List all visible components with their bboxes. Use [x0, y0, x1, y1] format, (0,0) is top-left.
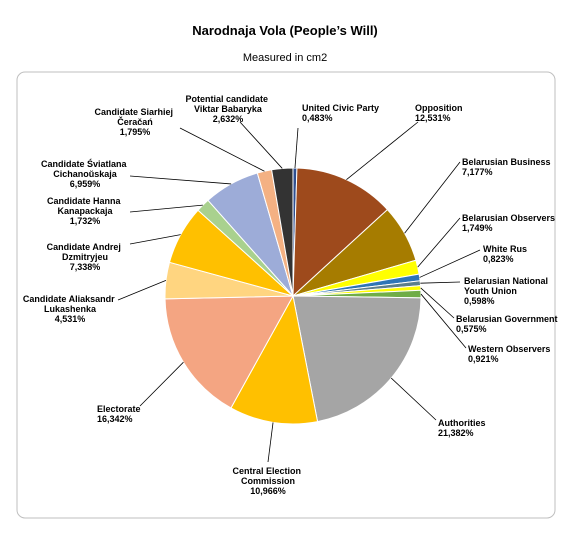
value-label: 16,342% — [97, 414, 133, 424]
pie-slice — [271, 167, 294, 297]
leader-line — [129, 234, 181, 245]
chart-title: Narodnaja Vola (People’s Will) — [192, 23, 378, 38]
slice-label: Belarusian Business — [462, 157, 551, 167]
leader-line — [420, 281, 461, 284]
leader-line — [239, 121, 283, 169]
value-label: 1,732% — [70, 216, 101, 226]
leader-line — [179, 127, 265, 172]
value-label: 0,598% — [464, 296, 495, 306]
value-label: 7,338% — [70, 262, 101, 272]
plot-frame — [16, 71, 556, 519]
value-label: 1,749% — [462, 223, 493, 233]
leader-line — [417, 217, 461, 268]
slice-label: Potential candidate Viktar Babaryka — [185, 94, 270, 114]
pie-slice — [230, 294, 319, 425]
pie-slice — [164, 295, 294, 409]
slice-label: United Civic Party — [302, 103, 379, 113]
pie-slice — [292, 167, 389, 298]
slice-label: Candidate Śviatlana Cichanoŭskaja — [41, 158, 129, 179]
value-label: 0,921% — [468, 354, 499, 364]
slice-label: Candidate Andrej Dzmitryjeu — [47, 242, 124, 262]
leader-line — [294, 127, 299, 169]
value-label: 12,531% — [415, 113, 451, 123]
slice-label: Opposition — [415, 103, 463, 113]
leader-line — [267, 422, 274, 463]
slice-label: Candidate Siarhiej Čeračań — [94, 107, 175, 127]
slice-label: Central Election Commission — [232, 466, 303, 486]
leader-line — [420, 293, 467, 349]
pie-slice — [292, 295, 422, 423]
slice-label: Belarusian Government — [456, 314, 558, 324]
slice-label: Candidate Aliaksandr Lukashenka — [23, 294, 117, 314]
slice-label: Belarusian National Youth Union — [464, 276, 551, 296]
slice-label: Electorate — [97, 404, 141, 414]
value-label: 2,632% — [213, 114, 244, 124]
value-label: 0,483% — [302, 113, 333, 123]
leader-line — [390, 377, 437, 421]
value-label: 7,177% — [462, 167, 493, 177]
slice-label: Belarusian Observers — [462, 213, 555, 223]
leader-line — [129, 204, 203, 213]
value-label: 0,575% — [456, 324, 487, 334]
leader-line — [139, 361, 184, 407]
slice-label: White Rus — [483, 244, 527, 254]
leader-line — [404, 161, 461, 234]
value-label: 0,823% — [483, 254, 514, 264]
value-label: 6,959% — [70, 179, 101, 189]
slice-label: Candidate Hanna Kanapackaja — [47, 196, 123, 216]
leader-line — [129, 175, 232, 185]
value-label: 1,795% — [120, 127, 151, 137]
slice-label: Western Observers — [468, 344, 550, 354]
value-label: 21,382% — [438, 428, 474, 438]
slice-label: Authorities — [438, 418, 486, 428]
leader-line — [419, 249, 481, 278]
value-label: 4,531% — [55, 314, 86, 324]
leader-line — [420, 287, 455, 319]
leader-line — [117, 280, 167, 301]
chart-subtitle: Measured in cm2 — [243, 52, 327, 64]
value-label: 10,966% — [250, 486, 286, 496]
leader-line — [346, 121, 419, 180]
